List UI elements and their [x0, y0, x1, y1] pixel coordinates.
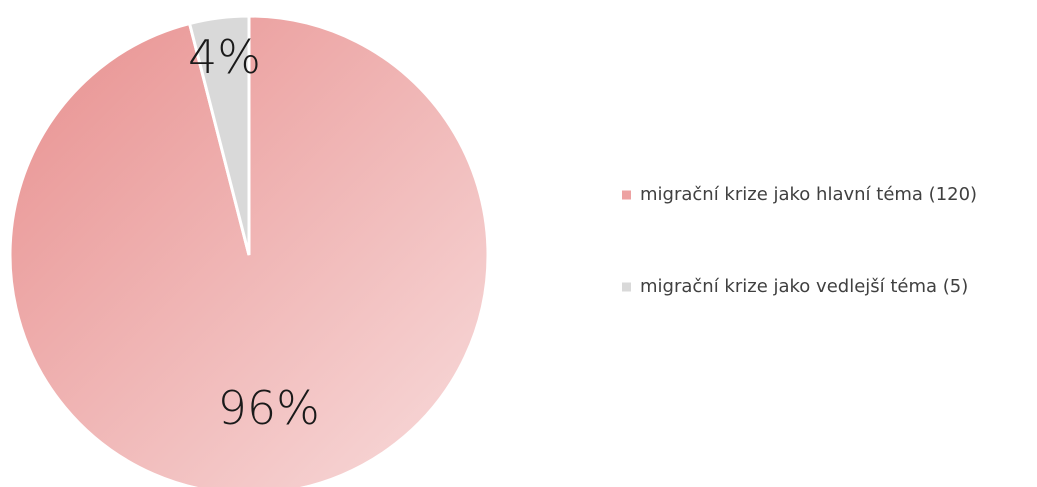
data-label: 4%: [188, 30, 261, 84]
legend-label: migrační krize jako vedlejší téma (5): [640, 276, 968, 297]
legend-marker: [622, 190, 631, 200]
data-label: 96%: [218, 381, 320, 435]
legend-label: migrační krize jako hlavní téma (120): [640, 184, 977, 205]
pie-slice: [187, 14, 251, 256]
legend-marker: [622, 282, 631, 292]
